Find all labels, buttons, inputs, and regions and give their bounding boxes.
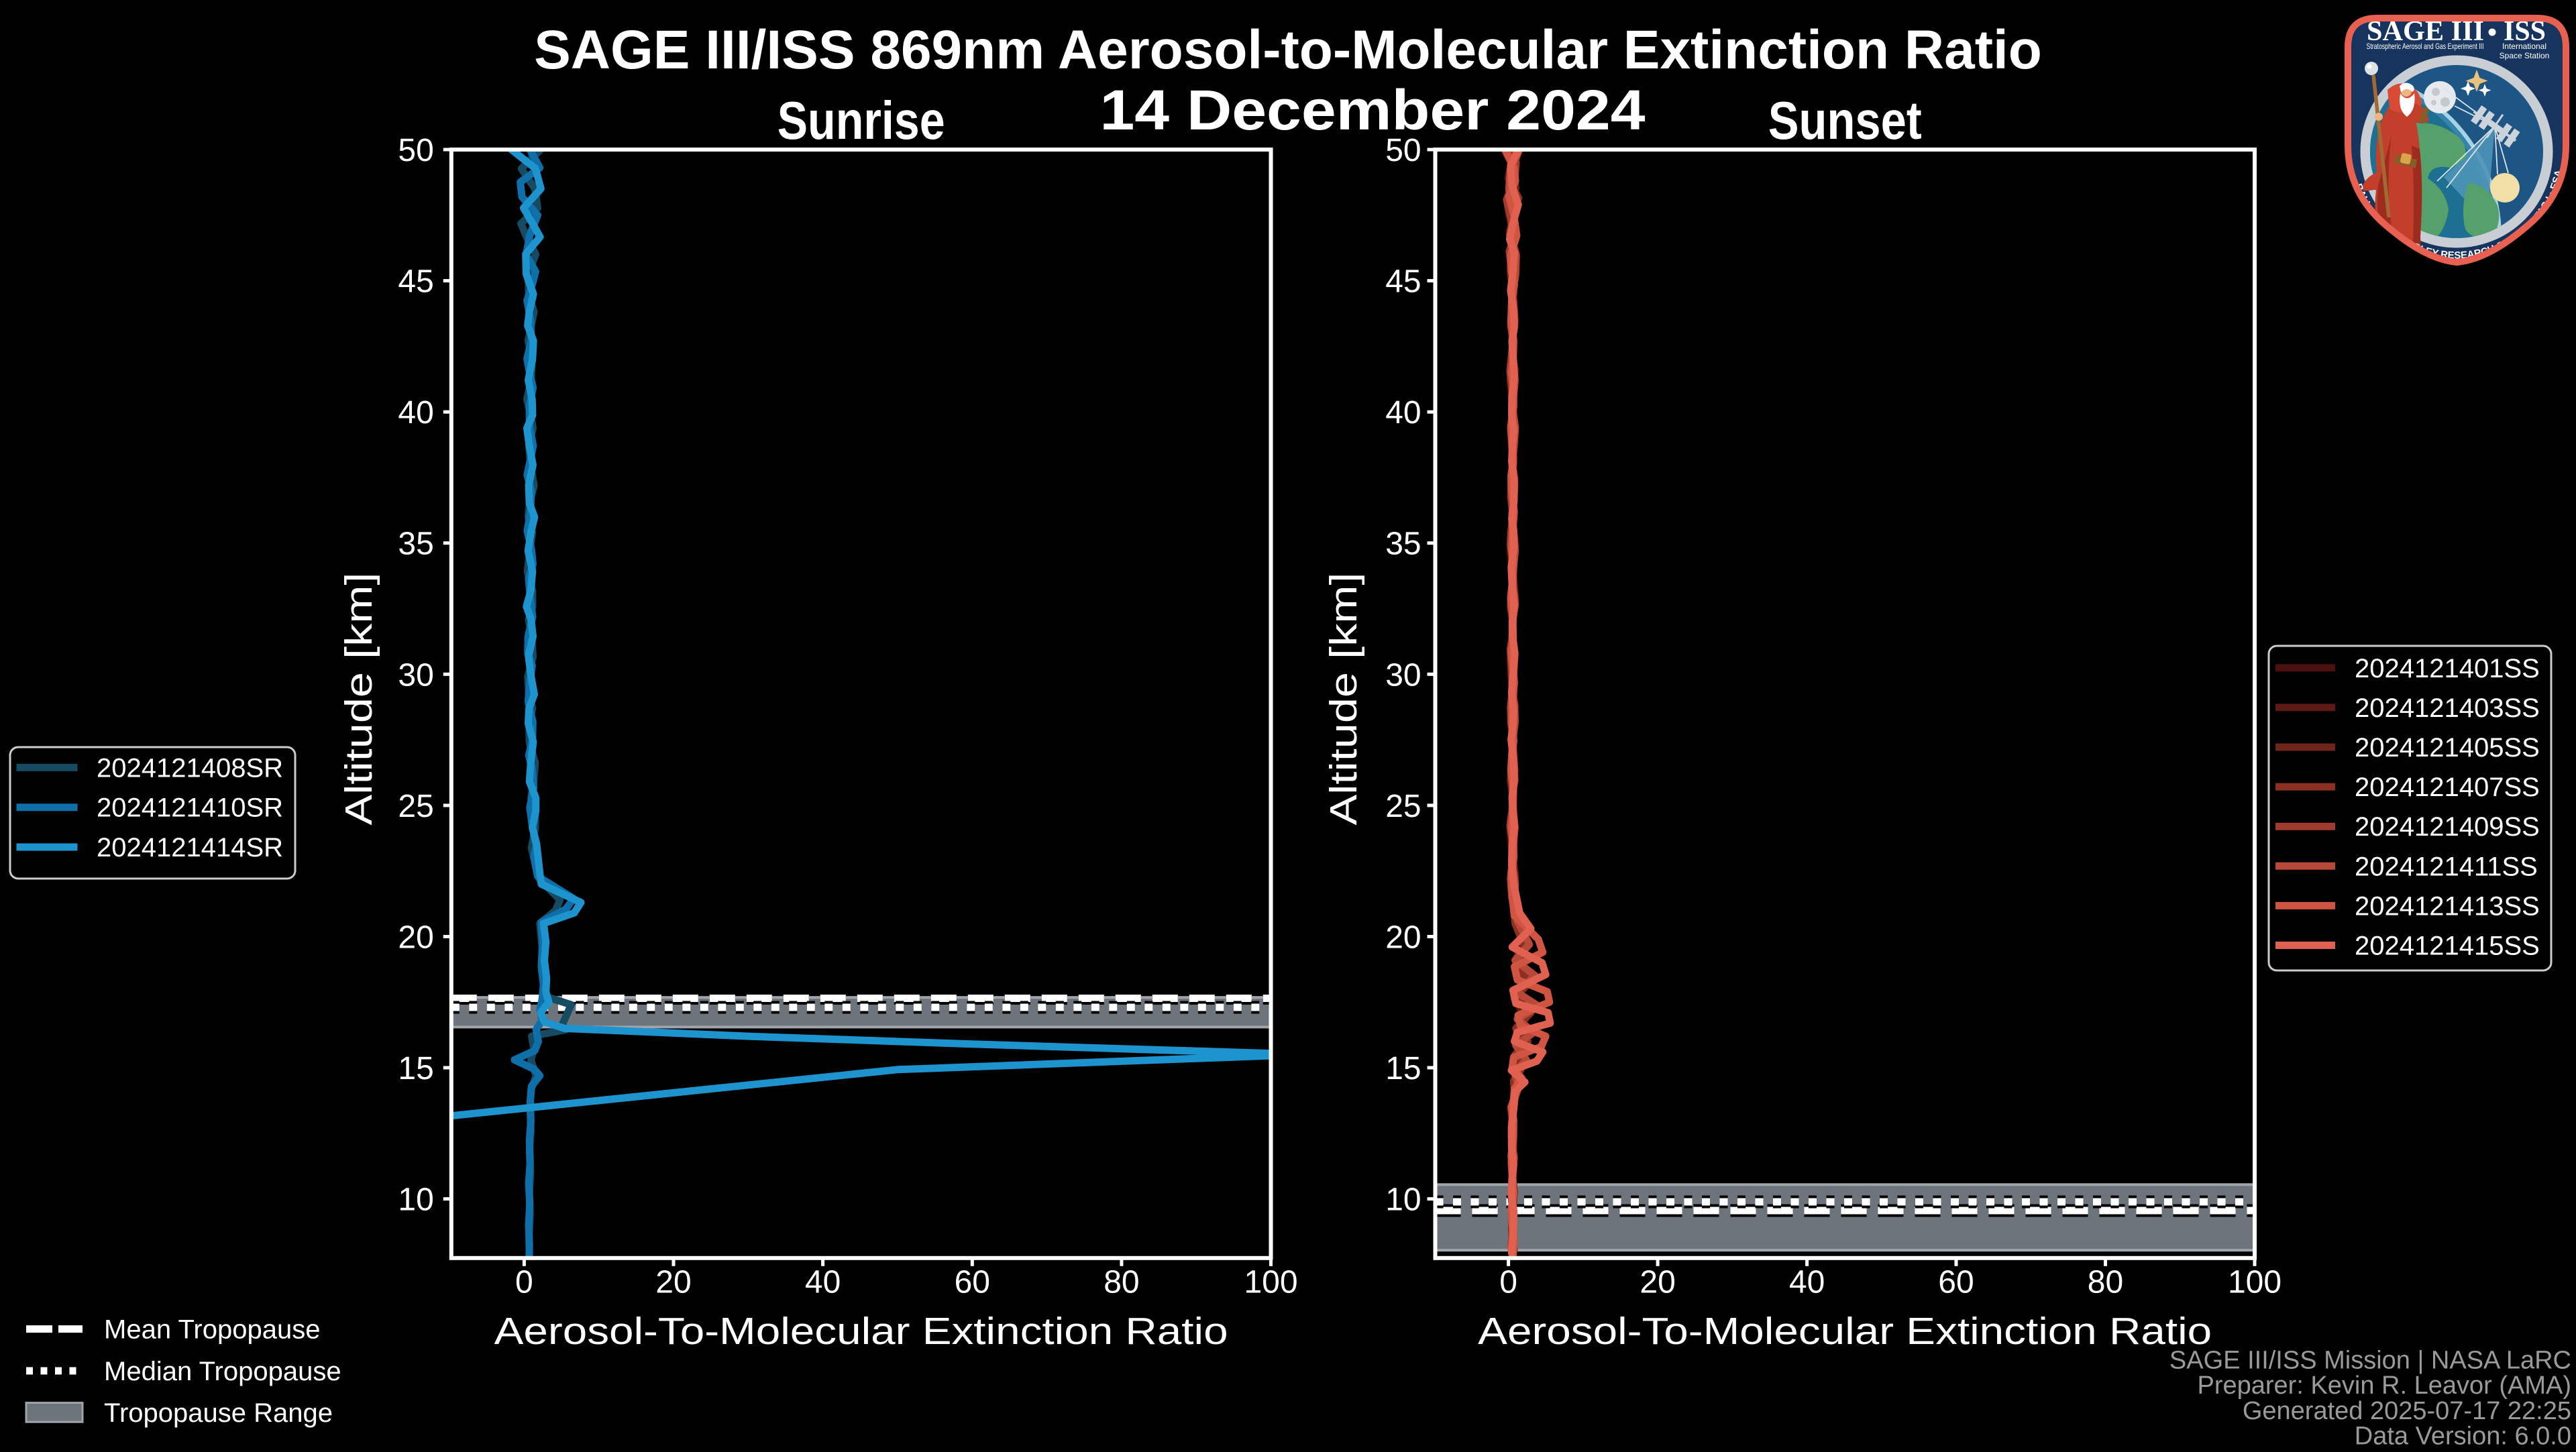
svg-text:45: 45: [398, 264, 433, 300]
svg-text:Stratospheric Aerosol and Gas: Stratospheric Aerosol and Gas Experiment…: [2367, 42, 2484, 51]
svg-text:0: 0: [1499, 1265, 1517, 1300]
svg-text:2024121401SS: 2024121401SS: [2355, 654, 2540, 683]
svg-text:Preparer: Kevin R. Leavor (AMA: Preparer: Kevin R. Leavor (AMA): [2197, 1372, 2571, 1400]
svg-text:20: 20: [1385, 920, 1421, 956]
svg-text:Altitude [km]: Altitude [km]: [337, 573, 380, 826]
svg-text:Sunrise: Sunrise: [777, 91, 945, 150]
svg-text:80: 80: [1104, 1265, 1139, 1300]
svg-text:Mean Tropopause: Mean Tropopause: [104, 1315, 320, 1345]
svg-text:Aerosol-To-Molecular Extinctio: Aerosol-To-Molecular Extinction Ratio: [494, 1310, 1228, 1353]
svg-text:2024121409SS: 2024121409SS: [2355, 812, 2540, 842]
svg-text:Generated 2025-07-17 22:25: Generated 2025-07-17 22:25: [2243, 1397, 2571, 1425]
svg-text:2024121405SS: 2024121405SS: [2355, 733, 2540, 763]
svg-text:20: 20: [655, 1265, 691, 1300]
svg-text:2024121407SS: 2024121407SS: [2355, 773, 2540, 802]
svg-text:20: 20: [1640, 1265, 1675, 1300]
svg-text:0: 0: [515, 1265, 533, 1300]
svg-text:10: 10: [1385, 1182, 1421, 1218]
svg-text:SAGE III/ISS 869nm Aerosol-to-: SAGE III/ISS 869nm Aerosol-to-Molecular …: [534, 19, 2042, 80]
svg-text:2024121413SS: 2024121413SS: [2355, 891, 2540, 921]
svg-text:Tropopause Range: Tropopause Range: [104, 1398, 333, 1428]
svg-text:Altitude [km]: Altitude [km]: [1322, 573, 1365, 826]
svg-text:2024121403SS: 2024121403SS: [2355, 693, 2540, 723]
svg-text:30: 30: [1385, 657, 1421, 693]
svg-text:45: 45: [1385, 264, 1421, 300]
svg-text:40: 40: [1789, 1265, 1825, 1300]
svg-text:60: 60: [955, 1265, 990, 1300]
svg-text:14 December 2024: 14 December 2024: [1100, 78, 1646, 142]
svg-text:35: 35: [398, 526, 433, 562]
svg-text:40: 40: [398, 395, 433, 431]
svg-text:2024121415SS: 2024121415SS: [2355, 932, 2540, 961]
svg-text:25: 25: [398, 789, 433, 824]
svg-text:2024121408SR: 2024121408SR: [97, 753, 283, 783]
svg-text:100: 100: [1244, 1265, 1297, 1300]
svg-text:International: International: [2502, 42, 2546, 51]
svg-text:100: 100: [2228, 1265, 2282, 1300]
svg-text:2024121410SR: 2024121410SR: [97, 793, 283, 823]
svg-text:50: 50: [1385, 133, 1421, 168]
svg-text:20: 20: [398, 920, 433, 956]
svg-text:10: 10: [398, 1182, 433, 1218]
svg-text:50: 50: [398, 133, 433, 168]
svg-text:60: 60: [1938, 1265, 1974, 1300]
svg-text:25: 25: [1385, 789, 1421, 824]
svg-text:15: 15: [1385, 1051, 1421, 1086]
svg-text:40: 40: [805, 1265, 841, 1300]
svg-text:30: 30: [398, 657, 433, 693]
svg-text:2024121411SS: 2024121411SS: [2355, 852, 2538, 881]
svg-text:SAGE III/ISS Mission | NASA La: SAGE III/ISS Mission | NASA LaRC: [2169, 1347, 2571, 1375]
svg-text:40: 40: [1385, 395, 1421, 431]
svg-text:ISS: ISS: [2504, 16, 2546, 47]
svg-text:Space Station: Space Station: [2500, 51, 2550, 60]
svg-text:Sunset: Sunset: [1768, 91, 1922, 150]
svg-text:Data Version: 6.0.0: Data Version: 6.0.0: [2355, 1422, 2571, 1449]
svg-text:15: 15: [398, 1051, 433, 1086]
svg-text:35: 35: [1385, 526, 1421, 562]
svg-text:80: 80: [2088, 1265, 2123, 1300]
svg-text:SAGE III: SAGE III: [2367, 16, 2484, 47]
svg-text:Aerosol-To-Molecular Extinctio: Aerosol-To-Molecular Extinction Ratio: [1478, 1310, 2212, 1353]
svg-text:Median Tropopause: Median Tropopause: [104, 1357, 341, 1386]
svg-text:2024121414SR: 2024121414SR: [97, 833, 283, 862]
